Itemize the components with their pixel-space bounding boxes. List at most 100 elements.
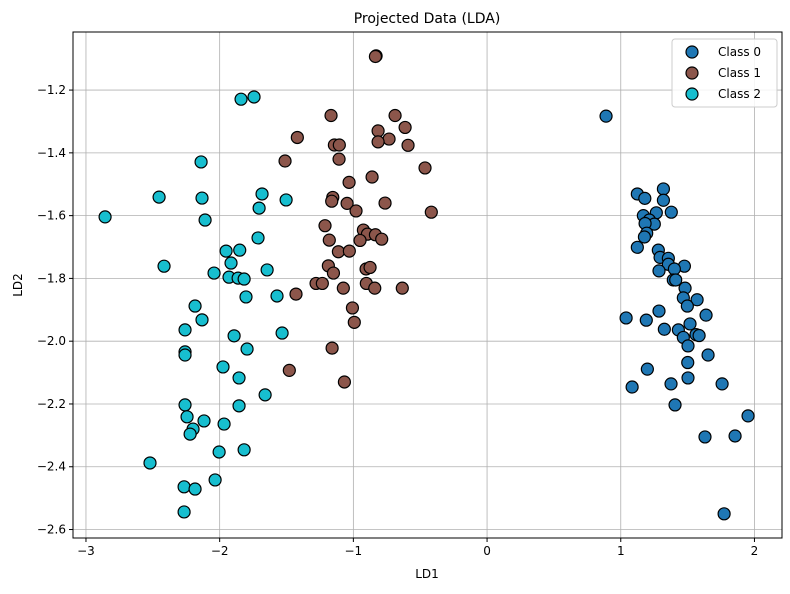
point-class-1 <box>289 287 303 301</box>
point-class-1 <box>290 130 304 145</box>
point-class-1 <box>375 232 389 246</box>
data-points <box>98 49 755 521</box>
point-class-0 <box>640 362 654 376</box>
x-tick-label: −1 <box>345 544 363 558</box>
point-class-2 <box>251 231 265 245</box>
point-class-2 <box>260 263 274 277</box>
point-class-0 <box>639 313 653 327</box>
point-class-0 <box>657 322 671 336</box>
point-class-1 <box>371 124 385 138</box>
point-class-2 <box>180 410 194 424</box>
point-class-1 <box>371 135 385 149</box>
y-tick-label: −2.6 <box>37 523 66 537</box>
point-class-2 <box>178 348 192 362</box>
point-class-0 <box>683 317 697 331</box>
legend: Class 0 Class 1 Class 2 <box>671 38 778 108</box>
point-class-2 <box>98 210 112 224</box>
point-class-0 <box>630 240 644 254</box>
point-class-0 <box>667 262 681 276</box>
legend-marker-class-2 <box>685 87 699 101</box>
point-class-0 <box>681 371 695 385</box>
point-class-1 <box>353 233 367 248</box>
point-class-2 <box>197 414 211 428</box>
point-class-2 <box>279 193 293 207</box>
point-class-0 <box>625 380 639 394</box>
point-class-1 <box>278 154 292 168</box>
y-tick-label: −1.6 <box>37 209 66 223</box>
point-class-2 <box>177 505 191 519</box>
point-class-2 <box>188 299 202 313</box>
point-class-1 <box>324 108 338 123</box>
point-class-2 <box>234 92 248 106</box>
point-class-0 <box>664 205 678 219</box>
point-class-1 <box>382 132 396 146</box>
point-class-2 <box>177 480 191 494</box>
point-class-2 <box>216 360 230 374</box>
point-class-2 <box>178 398 192 412</box>
point-class-2 <box>198 213 212 227</box>
x-tick-label: 2 <box>751 544 759 558</box>
point-class-2 <box>270 289 284 303</box>
legend-box <box>671 38 778 108</box>
point-class-0 <box>698 430 712 444</box>
point-class-2 <box>143 456 157 470</box>
point-class-0 <box>668 398 682 412</box>
legend-label-class-2: Class 2 <box>718 87 761 101</box>
y-tick-label: −1.2 <box>37 83 66 97</box>
point-class-0 <box>664 377 678 391</box>
y-tick-label: −2.4 <box>37 460 66 474</box>
point-class-0 <box>715 377 729 391</box>
point-class-2 <box>237 272 251 286</box>
point-class-2 <box>224 256 238 270</box>
point-class-1 <box>315 276 329 291</box>
y-tick-label: −2.2 <box>37 397 66 411</box>
point-class-0 <box>680 299 694 313</box>
point-class-2 <box>258 388 272 402</box>
point-class-0 <box>599 109 613 123</box>
point-class-1 <box>318 219 332 233</box>
point-class-1 <box>325 194 339 208</box>
point-class-0 <box>741 409 755 423</box>
point-class-1 <box>349 204 363 218</box>
y-tick-label: −2.0 <box>37 334 66 348</box>
chart-title: Projected Data (LDA) <box>354 11 501 27</box>
point-class-1 <box>365 170 379 184</box>
point-class-1 <box>331 245 345 259</box>
x-tick-label: −3 <box>77 544 95 558</box>
point-class-0 <box>681 339 695 353</box>
point-class-0 <box>652 304 666 318</box>
point-class-2 <box>208 473 222 487</box>
point-class-1 <box>332 138 346 152</box>
point-class-2 <box>255 187 269 201</box>
point-class-1 <box>395 281 409 295</box>
point-class-1 <box>378 196 392 210</box>
point-class-2 <box>195 191 209 205</box>
point-class-0 <box>637 230 652 244</box>
point-class-2 <box>239 290 253 304</box>
point-class-1 <box>332 152 346 166</box>
point-class-2 <box>219 244 233 258</box>
point-class-0 <box>652 264 666 278</box>
y-axis-label: LD2 <box>11 273 25 297</box>
point-class-1 <box>326 266 341 280</box>
point-class-0 <box>690 293 704 307</box>
point-class-1 <box>336 281 350 295</box>
point-class-2 <box>178 323 192 337</box>
point-class-0 <box>656 193 671 207</box>
point-class-1 <box>282 363 296 377</box>
point-class-0 <box>681 355 695 370</box>
point-class-2 <box>207 266 221 280</box>
point-class-0 <box>717 507 731 521</box>
point-class-2 <box>275 326 289 340</box>
point-class-0 <box>638 191 652 205</box>
y-tick-label: −1.8 <box>37 271 66 285</box>
point-class-2 <box>252 201 266 215</box>
point-class-2 <box>152 190 166 204</box>
legend-label-class-0: Class 0 <box>718 45 761 59</box>
point-class-1 <box>388 108 402 123</box>
point-class-1 <box>368 281 382 295</box>
point-class-1 <box>342 244 356 258</box>
point-class-1 <box>363 260 377 275</box>
x-axis-label: LD1 <box>415 567 439 581</box>
y-tick-label: −1.4 <box>37 146 66 160</box>
